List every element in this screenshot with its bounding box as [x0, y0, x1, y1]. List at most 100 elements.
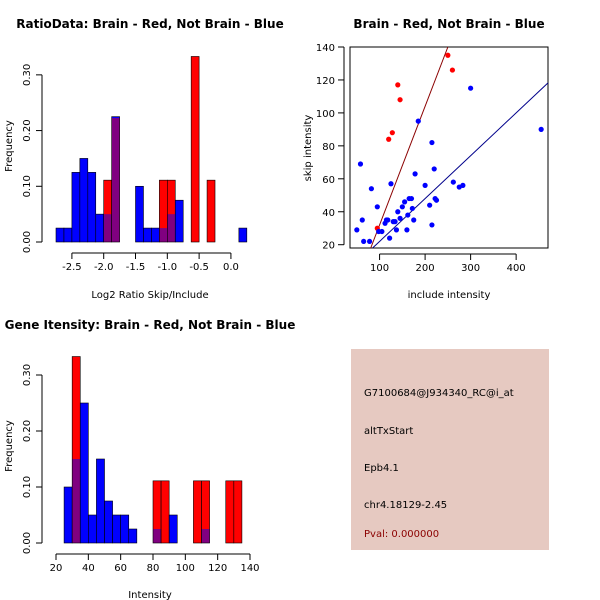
- ratio-xlabel: Log2 Ratio Skip/Include: [91, 290, 208, 301]
- scatter-ylabel: skip intensity: [303, 115, 314, 182]
- ratio-bar-blue: [63, 228, 72, 242]
- scatter-point-red: [449, 67, 456, 73]
- scatter-point-red: [386, 136, 392, 142]
- scatter-point-blue: [422, 182, 428, 188]
- scatter-point-red: [445, 52, 451, 58]
- ratio-histogram-panel: RatioData: Brain - Red, Not Brain - Blue…: [4, 17, 284, 301]
- intensity-x-tick-label: 120: [208, 563, 227, 574]
- intensity-x-tick-label: 60: [114, 563, 127, 574]
- ratio-x-tick-label: -1.5: [126, 262, 146, 273]
- intensity-bar-overlap: [201, 529, 210, 543]
- scatter-points: [354, 52, 544, 245]
- p-value: Pval: 0.000000: [364, 529, 439, 540]
- ratio-x-tick-label: -0.5: [189, 262, 209, 273]
- scatter-point-blue: [412, 171, 418, 177]
- intensity-x-tick-label: 20: [50, 563, 63, 574]
- scatter-point-blue: [357, 161, 364, 167]
- intensity-bar-blue: [80, 403, 89, 543]
- intensity-bar-blue: [104, 501, 113, 543]
- scatter-point-blue: [366, 238, 373, 245]
- scatter-point-blue: [392, 219, 398, 225]
- scatter-point-blue: [431, 166, 437, 172]
- ratio-bar-overlap: [103, 214, 112, 242]
- scatter-point-red: [397, 97, 403, 103]
- scatter-plot-panel: Brain - Red, Not Brain - Blue include in…: [303, 17, 549, 301]
- ratio-bar-blue: [135, 186, 144, 242]
- ratio-bar-outline: [87, 172, 97, 243]
- event-type: altTxStart: [364, 426, 413, 437]
- genomic-location: chr4.18129-2.45: [364, 500, 447, 511]
- ratio-bar-red: [167, 180, 176, 242]
- intensity-axes: 20 40 60 80 100 120 140 0.00 0.10 0.20 0.30: [22, 364, 260, 574]
- ratio-bar-blue: [151, 228, 160, 242]
- intensity-y-tick-label: 0.10: [22, 476, 33, 498]
- intensity-x-tick-label: 40: [82, 563, 95, 574]
- ratio-ylabel: Frequency: [4, 120, 15, 172]
- ratio-y-tick-label: 0.30: [22, 64, 33, 86]
- ratio-bar-red: [103, 180, 112, 242]
- scatter-point-blue: [393, 227, 400, 233]
- scatter-y-tick-label: 100: [316, 109, 335, 120]
- scatter-y-tick-label: 40: [322, 208, 335, 219]
- intensity-bar-blue: [96, 459, 105, 543]
- intensity-bar-outline: [233, 480, 243, 544]
- scatter-point-blue: [388, 181, 394, 187]
- ratio-bar-blue: [143, 228, 152, 242]
- intensity-bar-outline: [160, 480, 170, 544]
- ratio-y-tick-label: 0.20: [22, 119, 33, 141]
- ratio-axes: -2.5 -2.0 -1.5 -1.0 -0.5 0.0 0.00 0.10 0.20 0.30: [22, 64, 239, 273]
- intensity-y-tick-label: 0.30: [22, 364, 33, 386]
- scatter-point-blue: [433, 197, 440, 203]
- ratio-x-tick-label: -2.5: [62, 262, 82, 273]
- ratio-bar-overlap: [167, 214, 176, 242]
- ratio-bar-overlap: [111, 118, 120, 242]
- intensity-bar-blue: [169, 515, 178, 543]
- scatter-point-blue: [415, 118, 421, 124]
- intensity-y-tick-label: 0.20: [22, 420, 33, 442]
- ratio-bar-blue: [79, 158, 88, 242]
- intensity-ylabel: Frequency: [4, 420, 15, 472]
- intensity-bar-blue: [120, 515, 129, 543]
- scatter-point-red: [389, 130, 395, 136]
- scatter-point-blue: [429, 139, 435, 146]
- ratio-bars: [55, 56, 248, 243]
- intensity-bar-blue: [64, 487, 73, 543]
- scatter-point-blue: [361, 238, 367, 245]
- scatter-point-blue: [402, 199, 408, 205]
- probe-id: G7100684@J934340_RC@i_at: [364, 388, 514, 399]
- scatter-y-tick-label: 20: [322, 241, 335, 252]
- scatter-point-blue: [385, 217, 391, 223]
- intensity-bar-red: [161, 480, 170, 543]
- ratio-bar-blue: [95, 214, 104, 242]
- ratio-bar-outline: [135, 185, 144, 243]
- scatter-y-tick-label: 120: [316, 76, 335, 87]
- ratio-bar-outline: [206, 179, 216, 243]
- ratio-title: RatioData: Brain - Red, Not Brain - Blue: [16, 17, 283, 31]
- scatter-fit-line: [370, 46, 449, 249]
- scatter-x-tick-label: 200: [416, 263, 435, 274]
- scatter-point-blue: [460, 182, 466, 188]
- intensity-bars: [63, 356, 243, 544]
- scatter-point-blue: [374, 204, 380, 210]
- scatter-point-blue: [354, 227, 360, 233]
- scatter-point-blue: [397, 215, 403, 221]
- intensity-bar-red: [153, 480, 162, 543]
- intensity-bar-outline: [79, 402, 89, 544]
- ratio-bar-blue: [56, 228, 64, 242]
- scatter-point-blue: [379, 228, 385, 235]
- scatter-point-blue: [399, 204, 405, 210]
- scatter-point-blue: [408, 195, 415, 202]
- intensity-bar-blue: [128, 529, 137, 543]
- ratio-bar-outline: [190, 56, 200, 243]
- scatter-fit-lines: [370, 46, 549, 249]
- info-panel-background: [351, 349, 549, 550]
- scatter-point-blue: [538, 126, 544, 132]
- ratio-bar-overlap: [159, 228, 168, 242]
- intensity-bar-red: [225, 480, 234, 543]
- ratio-y-tick-label: 0.00: [22, 231, 33, 253]
- intensity-x-tick-label: 100: [176, 563, 195, 574]
- scatter-y-tick-label: 80: [322, 142, 335, 153]
- ratio-bar-blue: [175, 200, 184, 242]
- ratio-bar-red: [191, 56, 200, 242]
- intensity-bar-outline: [201, 480, 210, 544]
